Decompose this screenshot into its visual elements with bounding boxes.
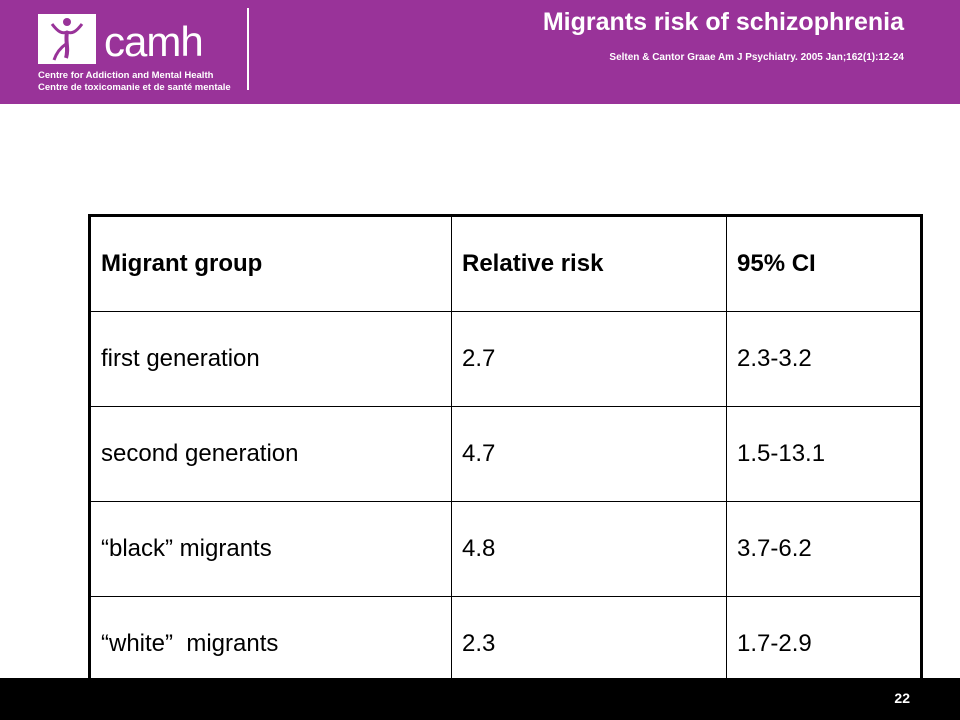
ci-cell: 1.7-2.9 [726,596,923,692]
migrant-group-cell: first generation [88,311,452,407]
slide-title: Migrants risk of schizophrenia [542,8,904,36]
relative-risk-cell: 2.7 [451,311,727,407]
camh-logo-mark [38,14,96,64]
table-row: “black” migrants 4.8 3.7-6.2 [88,501,923,597]
risk-table: Migrant group Relative risk 95% CI first… [88,214,923,692]
header-band: camh Centre for Addiction and Mental Hea… [0,0,960,104]
table-row: second generation 4.7 1.5-13.1 [88,406,923,502]
ci-cell: 2.3-3.2 [726,311,923,407]
column-header: 95% CI [726,214,923,312]
column-header: Relative risk [451,214,727,312]
figure-icon [50,18,84,61]
logo-french-name: Centre de toxicomanie et de santé mental… [38,82,231,93]
logo-english-name: Centre for Addiction and Mental Health [38,70,214,81]
footer-bar: 22 [0,678,960,720]
migrant-group-cell: “white” migrants [88,596,452,692]
table-row: first generation 2.7 2.3-3.2 [88,311,923,407]
logo-wordmark: camh [104,18,204,65]
header-divider [247,8,249,90]
column-header: Migrant group [88,214,452,312]
page-number: 22 [894,690,910,706]
ci-cell: 1.5-13.1 [726,406,923,502]
relative-risk-cell: 4.8 [451,501,727,597]
camh-logo: camh Centre for Addiction and Mental Hea… [38,14,238,94]
table-header-row: Migrant group Relative risk 95% CI [88,214,923,312]
citation: Selten & Cantor Graae Am J Psychiatry. 2… [609,52,904,63]
relative-risk-cell: 4.7 [451,406,727,502]
ci-cell: 3.7-6.2 [726,501,923,597]
migrant-group-cell: second generation [88,406,452,502]
migrant-group-cell: “black” migrants [88,501,452,597]
